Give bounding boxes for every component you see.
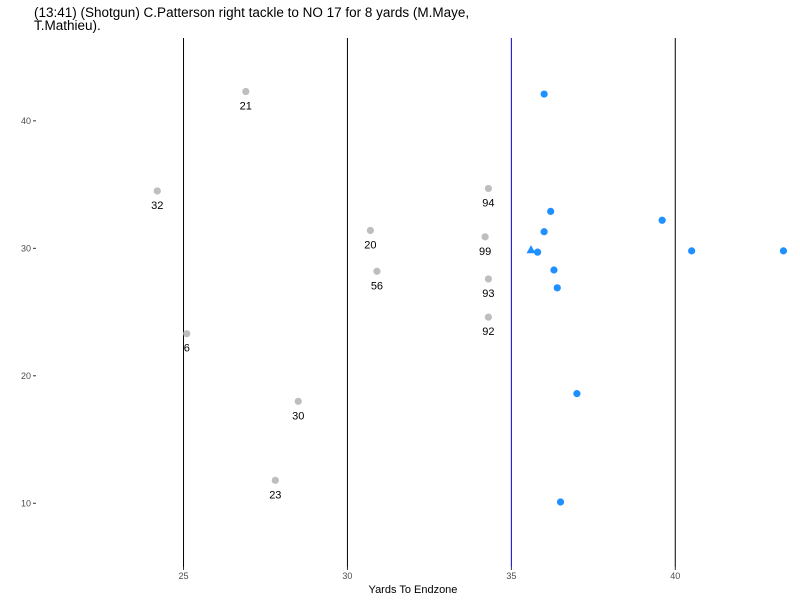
offense-player-6 — [550, 266, 558, 274]
y-tick-label-40: 40 — [21, 116, 31, 126]
jersey-label-32: 32 — [151, 200, 163, 212]
jersey-label-56: 56 — [371, 280, 383, 292]
player-markers — [153, 87, 788, 506]
defense-player-6 — [183, 330, 191, 338]
y-tick-label-20: 20 — [21, 371, 31, 381]
offense-player-1 — [540, 90, 548, 98]
offense-player-11 — [556, 498, 565, 506]
jersey-label-23: 23 — [269, 489, 281, 501]
jersey-label-94: 94 — [482, 197, 494, 209]
jersey-label-93: 93 — [482, 288, 494, 300]
offense-player-10 — [573, 390, 581, 398]
defense-player-21 — [242, 87, 250, 96]
offense-player-5 — [533, 248, 542, 256]
offense-player-3 — [540, 228, 548, 236]
offense-player-2 — [547, 207, 555, 215]
jersey-label-6: 6 — [184, 343, 190, 355]
x-tick-label-35: 35 — [506, 571, 516, 581]
y-tick-label-30: 30 — [21, 243, 31, 253]
defense-player-99 — [481, 233, 489, 241]
chart-title: (13:41) (Shotgun) C.Patterson right tack… — [34, 5, 470, 33]
x-tick-label-25: 25 — [179, 571, 189, 581]
defense-player-92 — [484, 313, 492, 321]
x-tick-label-30: 30 — [342, 571, 352, 581]
x-tick-label-40: 40 — [670, 571, 680, 581]
jersey-label-30: 30 — [292, 410, 304, 422]
jersey-label-21: 21 — [240, 101, 252, 113]
defense-player-94 — [484, 184, 492, 193]
offense-player-9 — [779, 247, 788, 255]
x-axis: 25 30 35 40 — [179, 567, 680, 581]
jersey-label-99: 99 — [479, 246, 491, 258]
y-tick-label-10: 10 — [21, 498, 31, 508]
x-axis-title: Yards To Endzone — [369, 584, 458, 596]
yard-lines — [183, 38, 676, 567]
offense-player-8 — [688, 247, 696, 255]
defense-player-23 — [271, 476, 279, 484]
defense-player-20 — [366, 226, 374, 235]
jersey-label-20: 20 — [364, 239, 376, 251]
defense-player-30 — [294, 397, 302, 405]
offense-player-7 — [553, 284, 561, 292]
offense-player-4 — [658, 216, 666, 224]
jersey-label-92: 92 — [482, 326, 494, 338]
defense-player-93 — [484, 275, 492, 283]
jersey-labels: 21 32 20 56 6 30 23 94 99 93 92 — [151, 101, 494, 502]
y-axis: 10 20 30 40 — [21, 116, 36, 508]
football-marker — [526, 245, 536, 254]
defense-player-32 — [153, 187, 161, 195]
defense-player-56 — [373, 267, 381, 275]
